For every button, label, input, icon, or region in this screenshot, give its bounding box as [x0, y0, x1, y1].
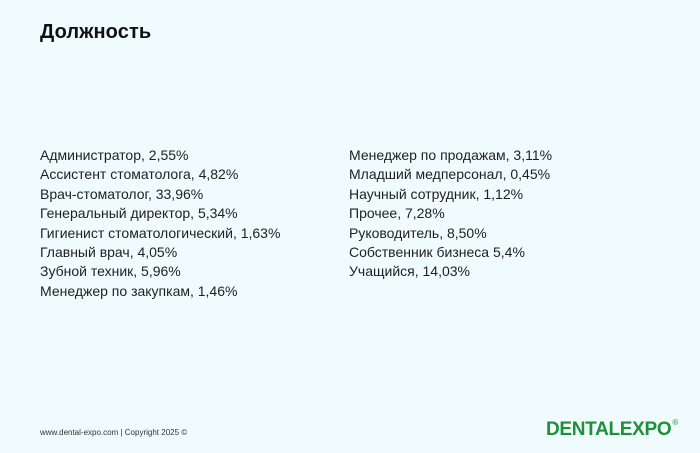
list-item: Гигиенист стоматологический, 1,63% [40, 224, 281, 241]
list-item: Менеджер по продажам, 3,11% [349, 147, 553, 163]
list-item: Ассистент стоматолога, 4,82% [40, 166, 239, 183]
list-item: Учащийся, 14,03% [349, 263, 470, 280]
position-list-right: Менеджер по продажам, 3,11% Младший медп… [349, 146, 552, 282]
logo-text: DENTALEXPO [545, 419, 672, 440]
footer-copyright: www.dental-expo.com | Copyright 2025 © [40, 428, 188, 437]
dentalexpo-logo: DENTALEXPO® [545, 418, 678, 441]
list-item: Генеральный директор, 5,34% [40, 205, 238, 222]
list-item: Зубной техник, 5,96% [40, 263, 181, 280]
list-item: Главный врач, 4,05% [40, 244, 178, 261]
list-item: Младший медперсонал, 0,45% [349, 166, 551, 183]
list-item: Научный сотрудник, 1,12% [349, 185, 524, 202]
registered-mark: ® [672, 418, 678, 427]
list-item: Собственник бизнеса 5,4% [349, 244, 525, 261]
list-item: Врач-стоматолог, 33,96% [40, 185, 204, 202]
list-item: Прочее, 7,28% [349, 205, 445, 222]
page-title: Должность [40, 21, 152, 43]
list-item: Администратор, 2,55% [40, 147, 189, 163]
list-item: Руководитель, 8,50% [349, 224, 487, 241]
list-item: Менеджер по закупкам, 1,46% [40, 282, 238, 299]
position-list-left: Администратор, 2,55% Ассистент стоматоло… [40, 146, 280, 301]
